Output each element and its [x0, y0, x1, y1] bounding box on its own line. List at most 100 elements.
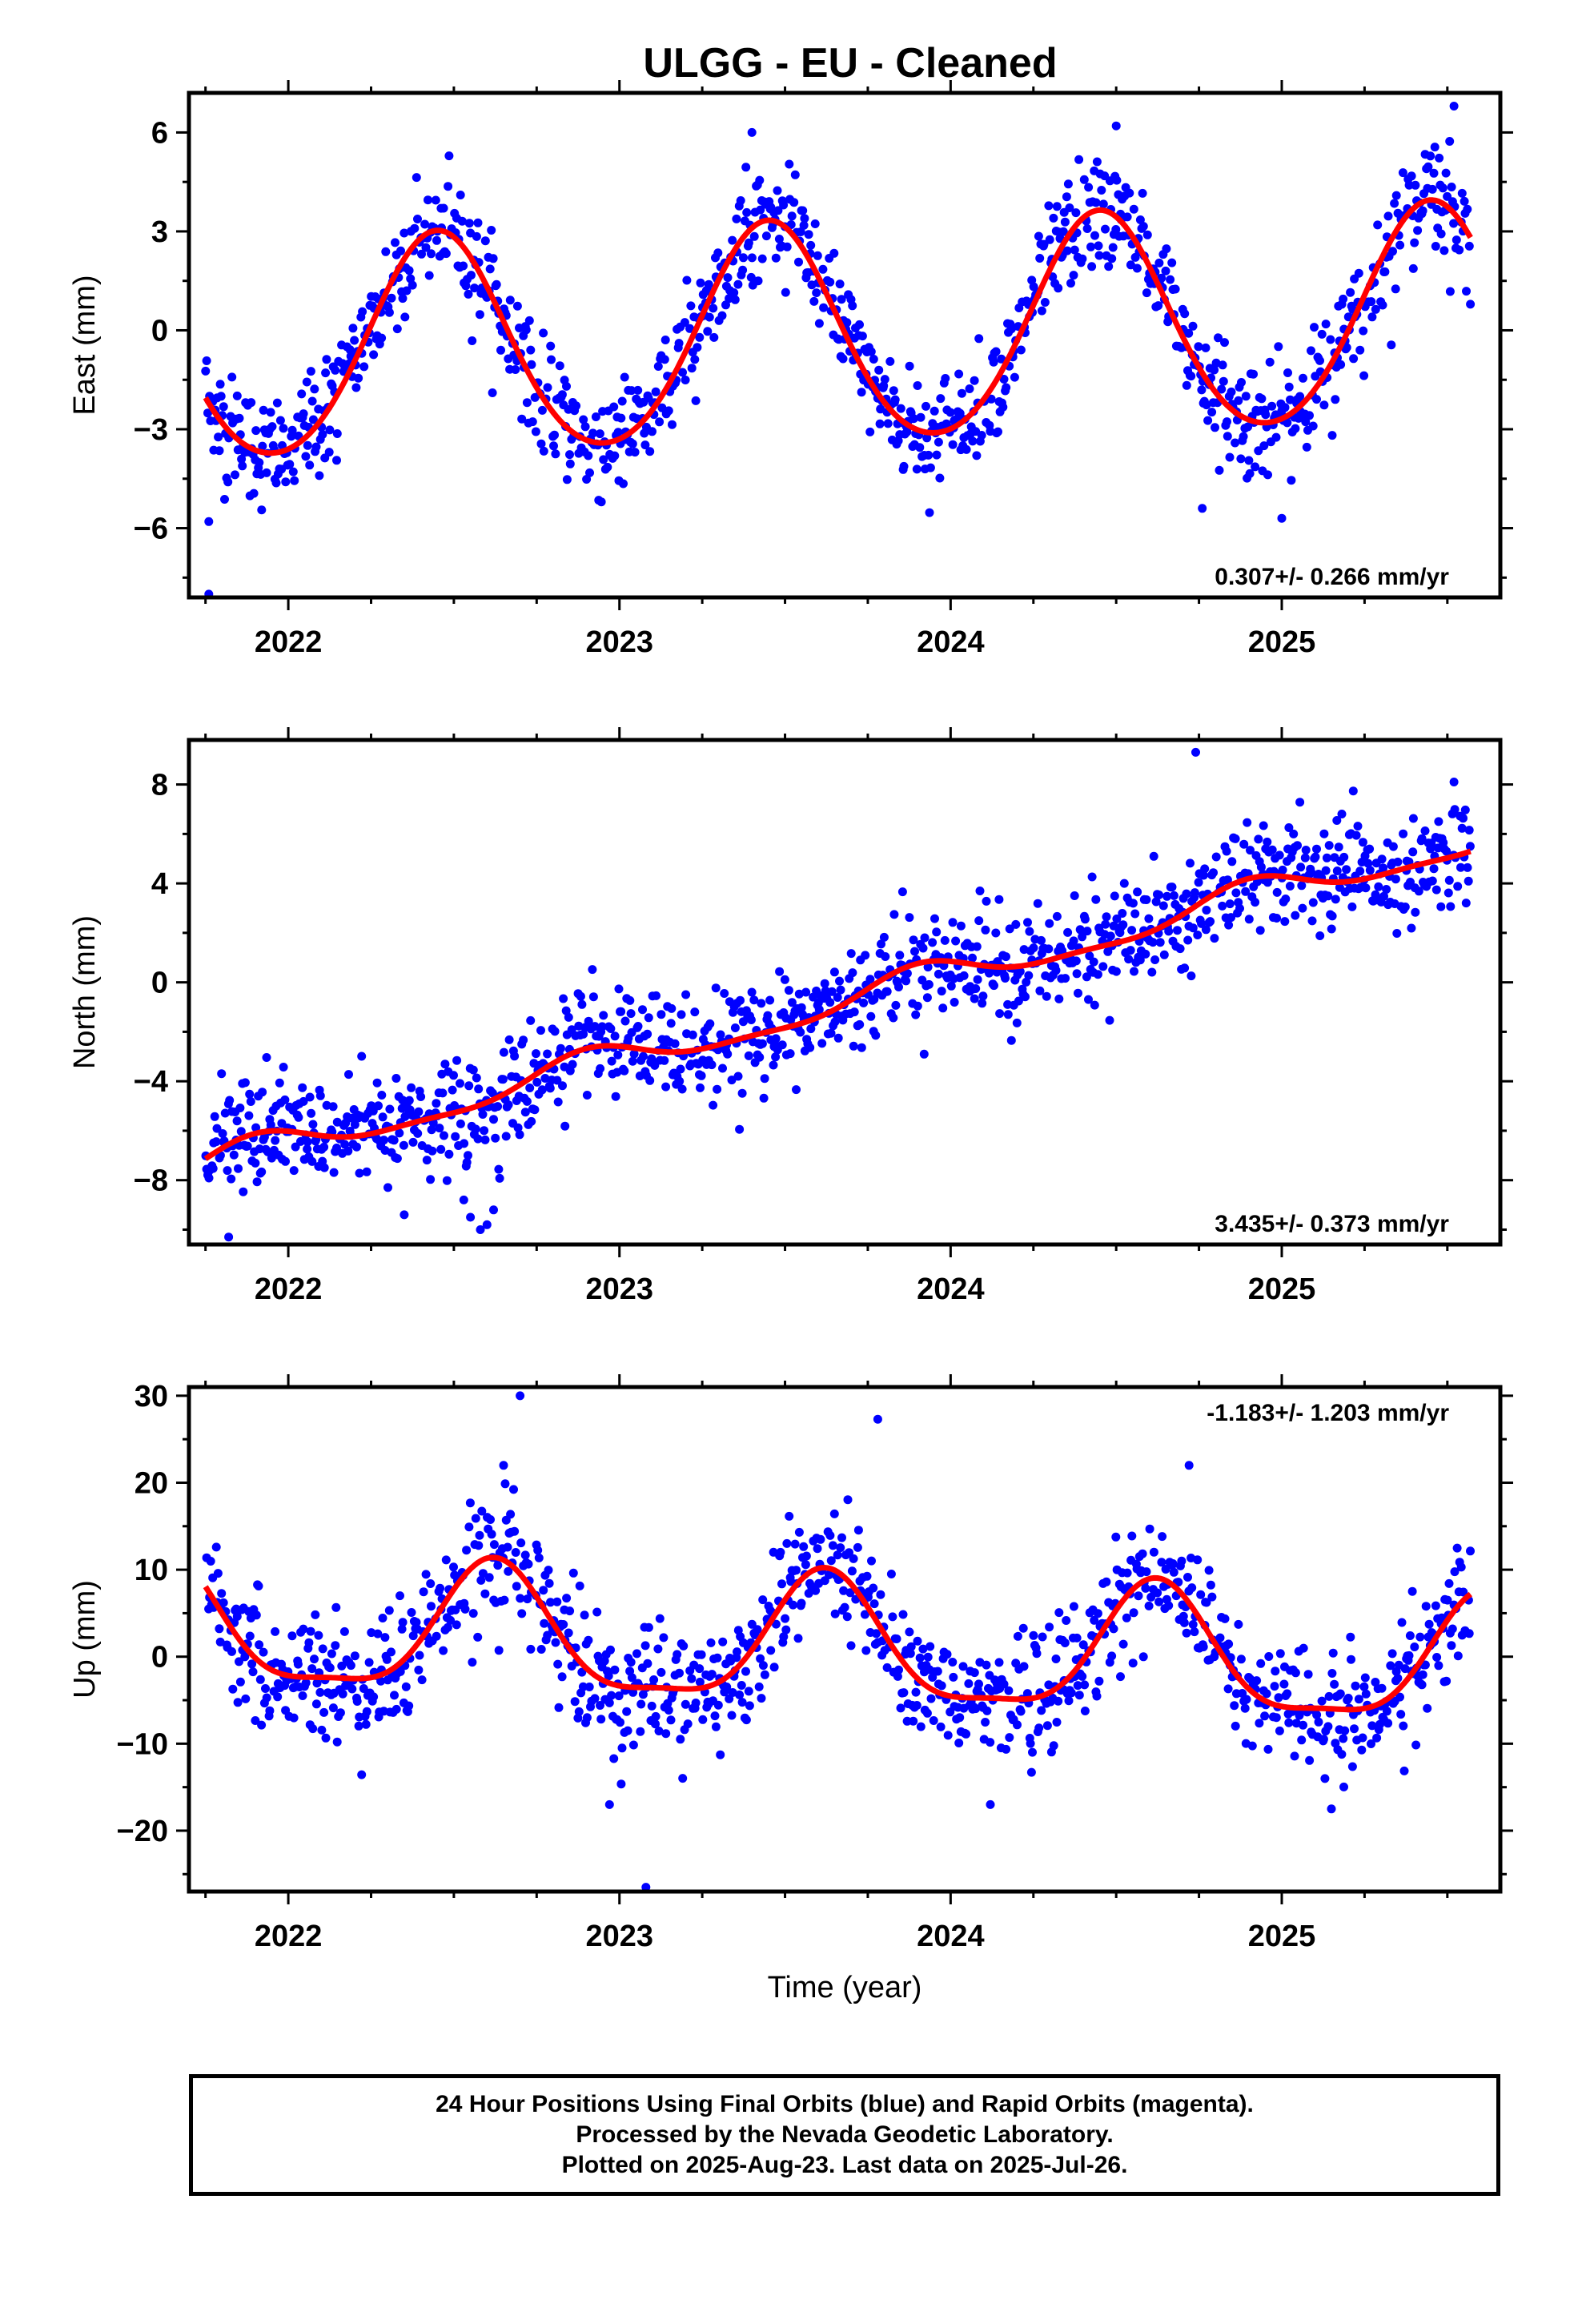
- data-point: [1049, 1741, 1058, 1751]
- data-point: [1154, 891, 1164, 899]
- data-point: [462, 1546, 472, 1555]
- data-point: [352, 1697, 362, 1706]
- data-point: [1236, 1655, 1246, 1664]
- data-point: [1087, 872, 1097, 882]
- data-point: [781, 287, 790, 297]
- data-point: [239, 1187, 248, 1196]
- data-point: [842, 1612, 852, 1622]
- data-point: [1450, 805, 1460, 814]
- data-point: [413, 215, 422, 223]
- data-point: [628, 1056, 637, 1066]
- data-point: [474, 1084, 484, 1094]
- data-point: [683, 1719, 693, 1729]
- data-point: [1463, 862, 1472, 872]
- data-point: [417, 249, 426, 259]
- data-points-east: [201, 102, 1476, 597]
- data-point: [1025, 927, 1034, 936]
- data-point: [912, 1701, 921, 1710]
- data-point: [232, 1116, 242, 1126]
- data-point: [325, 425, 335, 435]
- data-point: [1184, 328, 1194, 338]
- y-tick-label: −10: [117, 1727, 168, 1761]
- data-point: [318, 430, 327, 439]
- data-point: [588, 428, 598, 438]
- data-point: [1089, 957, 1098, 967]
- data-point: [1301, 846, 1311, 854]
- data-point: [1447, 183, 1456, 191]
- data-point: [1461, 899, 1471, 908]
- data-point: [915, 1653, 925, 1663]
- data-point: [616, 1007, 626, 1016]
- data-point: [782, 1538, 792, 1548]
- data-point: [1019, 1662, 1029, 1671]
- data-point: [312, 1679, 322, 1688]
- data-point: [549, 441, 558, 451]
- data-point: [1429, 168, 1439, 178]
- data-point: [787, 998, 797, 1007]
- data-point: [1415, 1632, 1425, 1642]
- data-point: [1223, 432, 1232, 441]
- data-point: [651, 387, 661, 396]
- data-point: [805, 1043, 815, 1052]
- data-point: [332, 1117, 342, 1127]
- data-point: [468, 1609, 478, 1618]
- data-point: [1348, 786, 1358, 796]
- data-point: [1291, 1668, 1300, 1678]
- data-point: [1335, 1689, 1345, 1699]
- data-point: [488, 388, 497, 397]
- data-point: [302, 377, 311, 387]
- data-point: [676, 1735, 685, 1744]
- data-point: [451, 1132, 460, 1141]
- data-point: [471, 1124, 480, 1134]
- data-point: [1246, 846, 1255, 855]
- data-point: [472, 1073, 481, 1083]
- data-point: [504, 1566, 513, 1576]
- data-point: [557, 390, 567, 400]
- data-point: [622, 1707, 632, 1716]
- data-point: [954, 1739, 964, 1747]
- data-point: [1455, 245, 1464, 255]
- data-point: [267, 422, 277, 432]
- data-point: [716, 1030, 725, 1039]
- data-point: [1324, 1691, 1334, 1701]
- data-point: [1393, 1674, 1403, 1683]
- data-point: [991, 347, 1001, 356]
- data-point: [800, 214, 809, 223]
- data-point: [633, 1022, 643, 1031]
- data-point: [948, 1658, 958, 1667]
- data-point: [562, 1594, 572, 1603]
- data-point: [644, 1622, 653, 1632]
- data-point: [315, 471, 324, 480]
- data-point: [680, 318, 689, 328]
- data-point: [487, 226, 496, 235]
- data-point: [311, 1610, 320, 1619]
- data-point: [1452, 235, 1461, 245]
- data-point: [698, 1715, 708, 1724]
- x-tick-label: 2024: [917, 1273, 985, 1306]
- data-point: [1263, 837, 1272, 846]
- data-point: [888, 1612, 897, 1622]
- data-point: [653, 362, 663, 371]
- data-point: [562, 381, 571, 391]
- data-point: [1090, 231, 1099, 240]
- data-point: [1188, 923, 1198, 933]
- data-point: [986, 394, 996, 404]
- data-point: [308, 415, 318, 424]
- data-point: [299, 1624, 308, 1634]
- data-point: [359, 1684, 368, 1693]
- data-point: [1464, 876, 1473, 886]
- data-point: [713, 1700, 723, 1710]
- data-point: [819, 303, 829, 312]
- data-point: [911, 1687, 921, 1697]
- data-point: [464, 1522, 474, 1532]
- data-point: [1353, 822, 1363, 831]
- data-point: [546, 341, 556, 351]
- data-point: [251, 1716, 260, 1725]
- data-point: [705, 312, 714, 322]
- data-point: [801, 1560, 810, 1570]
- data-point: [1102, 1577, 1111, 1586]
- data-point: [240, 1652, 250, 1662]
- data-point: [279, 424, 288, 433]
- data-point: [1035, 254, 1045, 263]
- data-point: [1084, 995, 1093, 1004]
